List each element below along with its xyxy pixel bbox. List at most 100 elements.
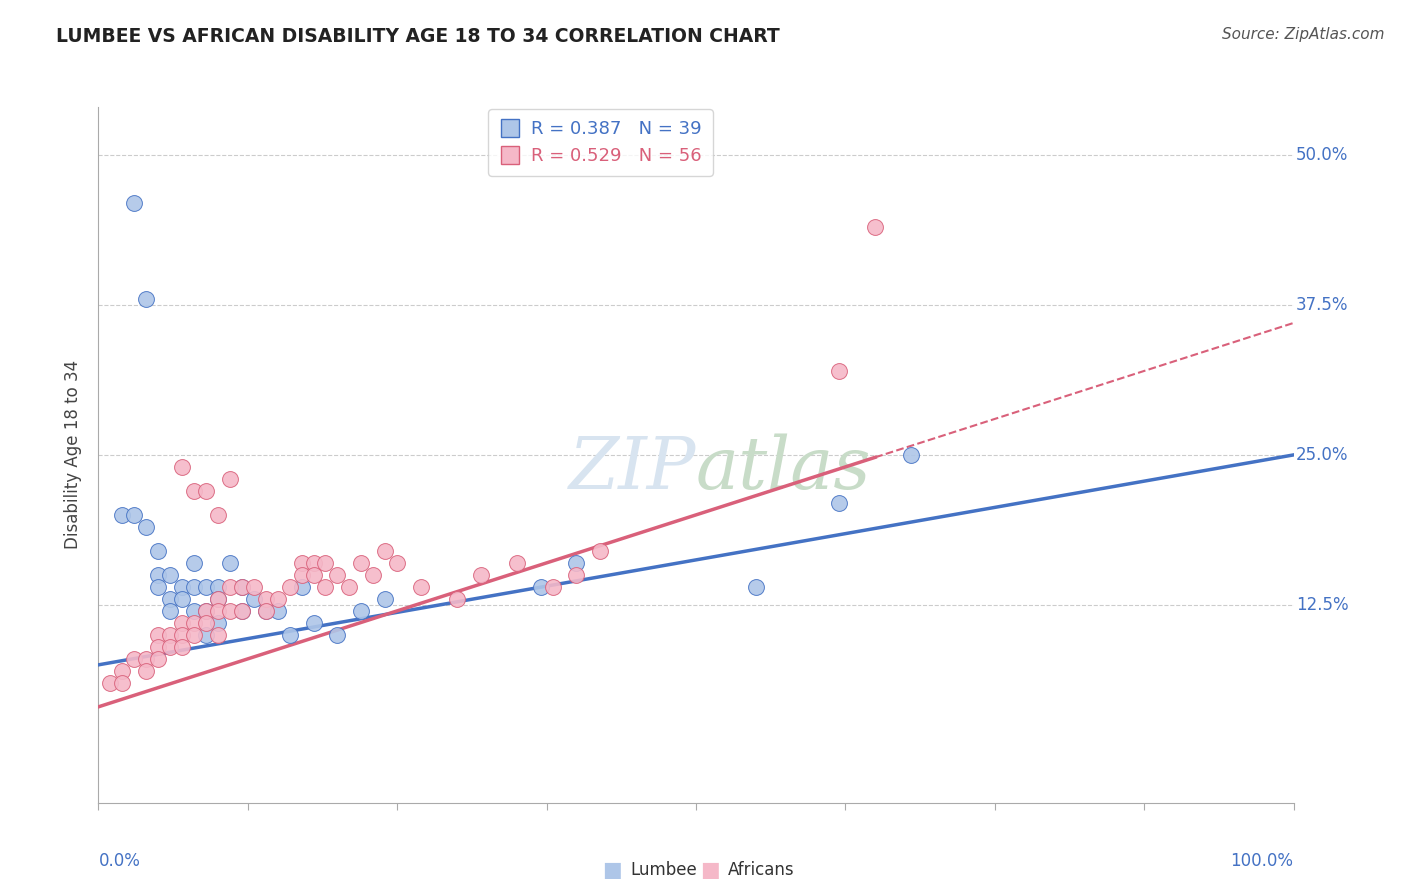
Point	[900, 448, 922, 462]
Point	[863, 219, 886, 234]
Point	[124, 196, 146, 211]
Point	[183, 628, 205, 642]
Point	[302, 615, 325, 630]
Point	[411, 580, 433, 594]
Point	[254, 604, 277, 618]
Point	[207, 591, 229, 606]
Point	[159, 628, 181, 642]
Point	[207, 591, 229, 606]
Point	[363, 567, 385, 582]
Point	[172, 640, 194, 654]
Point	[148, 580, 170, 594]
Point	[565, 567, 588, 582]
Point	[219, 604, 242, 618]
Point	[148, 567, 170, 582]
Text: Lumbee: Lumbee	[630, 861, 696, 879]
Point	[172, 459, 194, 474]
Point	[194, 483, 217, 498]
Point	[315, 580, 337, 594]
Text: 50.0%: 50.0%	[1296, 146, 1348, 164]
Point	[135, 652, 157, 666]
Point	[470, 567, 492, 582]
Point	[183, 615, 205, 630]
Point	[159, 567, 181, 582]
Point	[326, 628, 349, 642]
Point	[828, 496, 851, 510]
Point	[267, 604, 290, 618]
Point	[183, 580, 205, 594]
Point	[828, 364, 851, 378]
Point	[745, 580, 768, 594]
Point	[243, 591, 266, 606]
Point	[194, 604, 217, 618]
Text: ZIP: ZIP	[568, 434, 696, 504]
Text: 37.5%: 37.5%	[1296, 296, 1348, 314]
Text: 100.0%: 100.0%	[1230, 852, 1294, 870]
Point	[254, 591, 277, 606]
Y-axis label: Disability Age 18 to 34: Disability Age 18 to 34	[65, 360, 83, 549]
Point	[194, 604, 217, 618]
Point	[183, 604, 205, 618]
Point	[315, 556, 337, 570]
Point	[207, 508, 229, 522]
Point	[124, 508, 146, 522]
Point	[350, 604, 373, 618]
Point	[541, 580, 564, 594]
Text: Source: ZipAtlas.com: Source: ZipAtlas.com	[1222, 27, 1385, 42]
Point	[135, 292, 157, 306]
Point	[148, 544, 170, 558]
Point	[172, 580, 194, 594]
Point	[374, 544, 396, 558]
Point	[111, 664, 134, 678]
Point	[148, 628, 170, 642]
Point	[267, 591, 290, 606]
Point	[148, 652, 170, 666]
Point	[529, 580, 551, 594]
Point	[98, 676, 122, 690]
Point	[194, 615, 217, 630]
Text: Africans: Africans	[728, 861, 794, 879]
Point	[302, 567, 325, 582]
Point	[278, 580, 301, 594]
Text: ■: ■	[700, 860, 720, 880]
Point	[337, 580, 360, 594]
Point	[290, 567, 312, 582]
Point	[243, 580, 266, 594]
Point	[219, 472, 242, 486]
Point	[219, 556, 242, 570]
Point	[172, 615, 194, 630]
Point	[589, 544, 612, 558]
Point	[148, 640, 170, 654]
Point	[172, 591, 194, 606]
Point	[231, 604, 253, 618]
Legend: R = 0.387   N = 39, R = 0.529   N = 56: R = 0.387 N = 39, R = 0.529 N = 56	[488, 109, 713, 176]
Point	[111, 508, 134, 522]
Text: LUMBEE VS AFRICAN DISABILITY AGE 18 TO 34 CORRELATION CHART: LUMBEE VS AFRICAN DISABILITY AGE 18 TO 3…	[56, 27, 780, 45]
Point	[326, 567, 349, 582]
Text: 0.0%: 0.0%	[98, 852, 141, 870]
Point	[207, 628, 229, 642]
Point	[172, 628, 194, 642]
Point	[290, 556, 312, 570]
Point	[194, 580, 217, 594]
Point	[290, 580, 312, 594]
Point	[254, 604, 277, 618]
Text: ■: ■	[602, 860, 621, 880]
Text: atlas: atlas	[696, 434, 872, 504]
Point	[219, 580, 242, 594]
Point	[194, 628, 217, 642]
Point	[231, 580, 253, 594]
Point	[374, 591, 396, 606]
Point	[124, 652, 146, 666]
Point	[231, 580, 253, 594]
Point	[159, 604, 181, 618]
Point	[135, 520, 157, 534]
Point	[111, 676, 134, 690]
Point	[506, 556, 529, 570]
Point	[385, 556, 409, 570]
Point	[159, 640, 181, 654]
Point	[135, 664, 157, 678]
Point	[231, 604, 253, 618]
Point	[302, 556, 325, 570]
Text: 25.0%: 25.0%	[1296, 446, 1348, 464]
